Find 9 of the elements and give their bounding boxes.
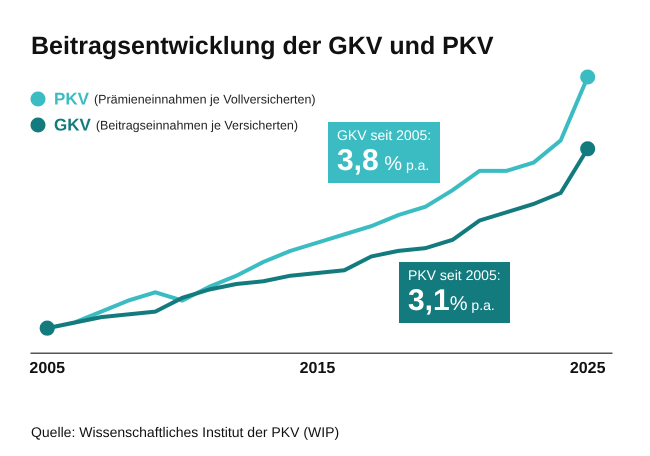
- source-note: Quelle: Wissenschaftliches Institut der PKV (WIP): [31, 424, 340, 440]
- chart-title: Beitragsentwicklung der GKV und PKV: [31, 32, 494, 60]
- x-tick-label: 2005: [29, 360, 66, 378]
- annotation: PKV seit 2005: 3,1% p.a.: [408, 267, 501, 317]
- x-tick-label: 2015: [300, 360, 336, 378]
- legend-label: PKV (Prämieneinnahmen je Vollversicherten): [54, 90, 316, 109]
- legend-label: GKV (Beitragseinnahmen je Versicherten): [54, 116, 298, 135]
- x-tick-label: 2025: [570, 360, 606, 378]
- annotation: GKV seit 2005: 3,8 % p.a.: [337, 127, 432, 177]
